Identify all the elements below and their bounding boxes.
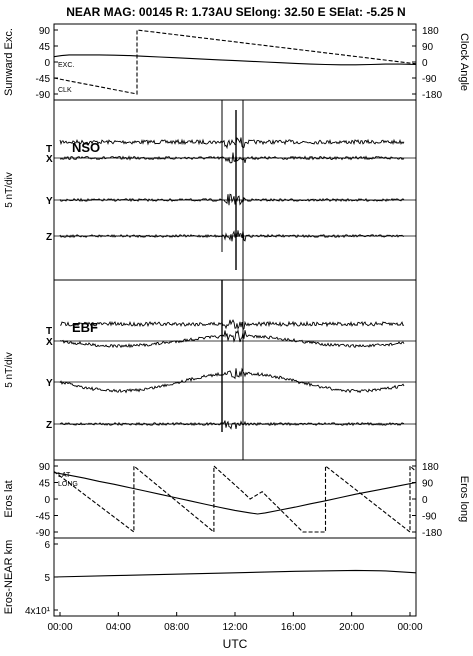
x-tick-label: 04:00 [106,622,131,633]
trace-label-y: Y [46,196,53,207]
trace-label-x: X [46,337,53,348]
y-tick-label-right: -180 [422,528,442,539]
magnetic-trace-z [59,420,405,430]
magnetic-trace-t [59,137,405,150]
series-line-clk [53,29,417,95]
y-tick-label-left: 5 [44,573,50,584]
sunward-left-axis-label: Sunward Exc. [3,28,15,96]
y-tick-label-left: -90 [36,90,51,101]
x-tick-label: 12:00 [222,622,247,633]
trace-label-t: T [46,144,52,155]
long-series-label: LONG [58,481,78,488]
nso-panel-label: NSO [72,140,100,155]
y-tick-label-left: -90 [36,528,51,539]
y-tick-label-right: -90 [422,74,437,85]
trace-label-t: T [46,326,52,337]
y-tick-label-right: -90 [422,512,437,523]
ebf-left-axis-label: 5 nT/div [4,352,15,388]
x-tick-label: 08:00 [164,622,189,633]
y-tick-label-right: -180 [422,90,442,101]
nso-left-axis-label: 5 nT/div [4,172,15,208]
series-line-distance [53,569,417,578]
y-tick-label-left: 6 [44,540,50,551]
sunward-right-axis-label: Clock Angle [458,33,470,91]
y-tick-label-left: 0 [44,495,50,506]
magnetic-trace-x [59,152,405,164]
y-tick-label-right: 180 [422,26,439,37]
trace-label-z: Z [46,420,52,431]
magnetic-trace-x [59,329,405,349]
chart-title: NEAR MAG: 00145 R: 1.73AU SElong: 32.50 … [66,5,405,19]
y-tick-label-left: -45 [36,74,51,85]
x-tick-label: 20:00 [339,622,364,633]
trace-label-z: Z [46,232,52,243]
y-tick-label-left: 90 [39,462,51,473]
x-tick-label: 00:00 [47,622,72,633]
eros-left-axis-label: Eros lat [3,480,15,517]
exc-series-label: EXC. [58,62,74,69]
y-tick-label-right: 0 [422,495,428,506]
y-tick-label-right: 90 [422,479,434,490]
x-tick-label: 16:00 [281,622,306,633]
y-tick-label-left: 0 [44,58,50,69]
y-tick-label-left: 45 [39,479,51,490]
magnetic-trace-z [59,230,405,242]
y-tick-label-left: 4x10¹ [25,606,51,617]
distance-left-axis-label: Eros-NEAR km [3,540,15,615]
clk-series-label: CLK [58,87,72,94]
magnetic-trace-y [59,193,405,206]
series-line-exc- [53,54,417,66]
y-tick-label-right: 180 [422,462,439,473]
magnetic-trace-t [59,319,405,331]
trace-label-y: Y [46,378,53,389]
x-axis-label: UTC [223,637,248,651]
eros-right-axis-label: Eros long [458,476,470,522]
y-tick-label-left: 45 [39,42,51,53]
lat-series-label: LAT [58,472,71,479]
y-tick-label-right: 90 [422,42,434,53]
y-tick-label-left: 90 [39,26,51,37]
trace-label-x: X [46,154,53,165]
y-tick-label-left: -45 [36,512,51,523]
series-line-long [53,464,417,534]
y-tick-label-right: 0 [422,58,428,69]
magnetic-trace-y [59,367,405,394]
x-tick-label: 00:00 [397,622,422,633]
series-line-lat [53,472,417,515]
